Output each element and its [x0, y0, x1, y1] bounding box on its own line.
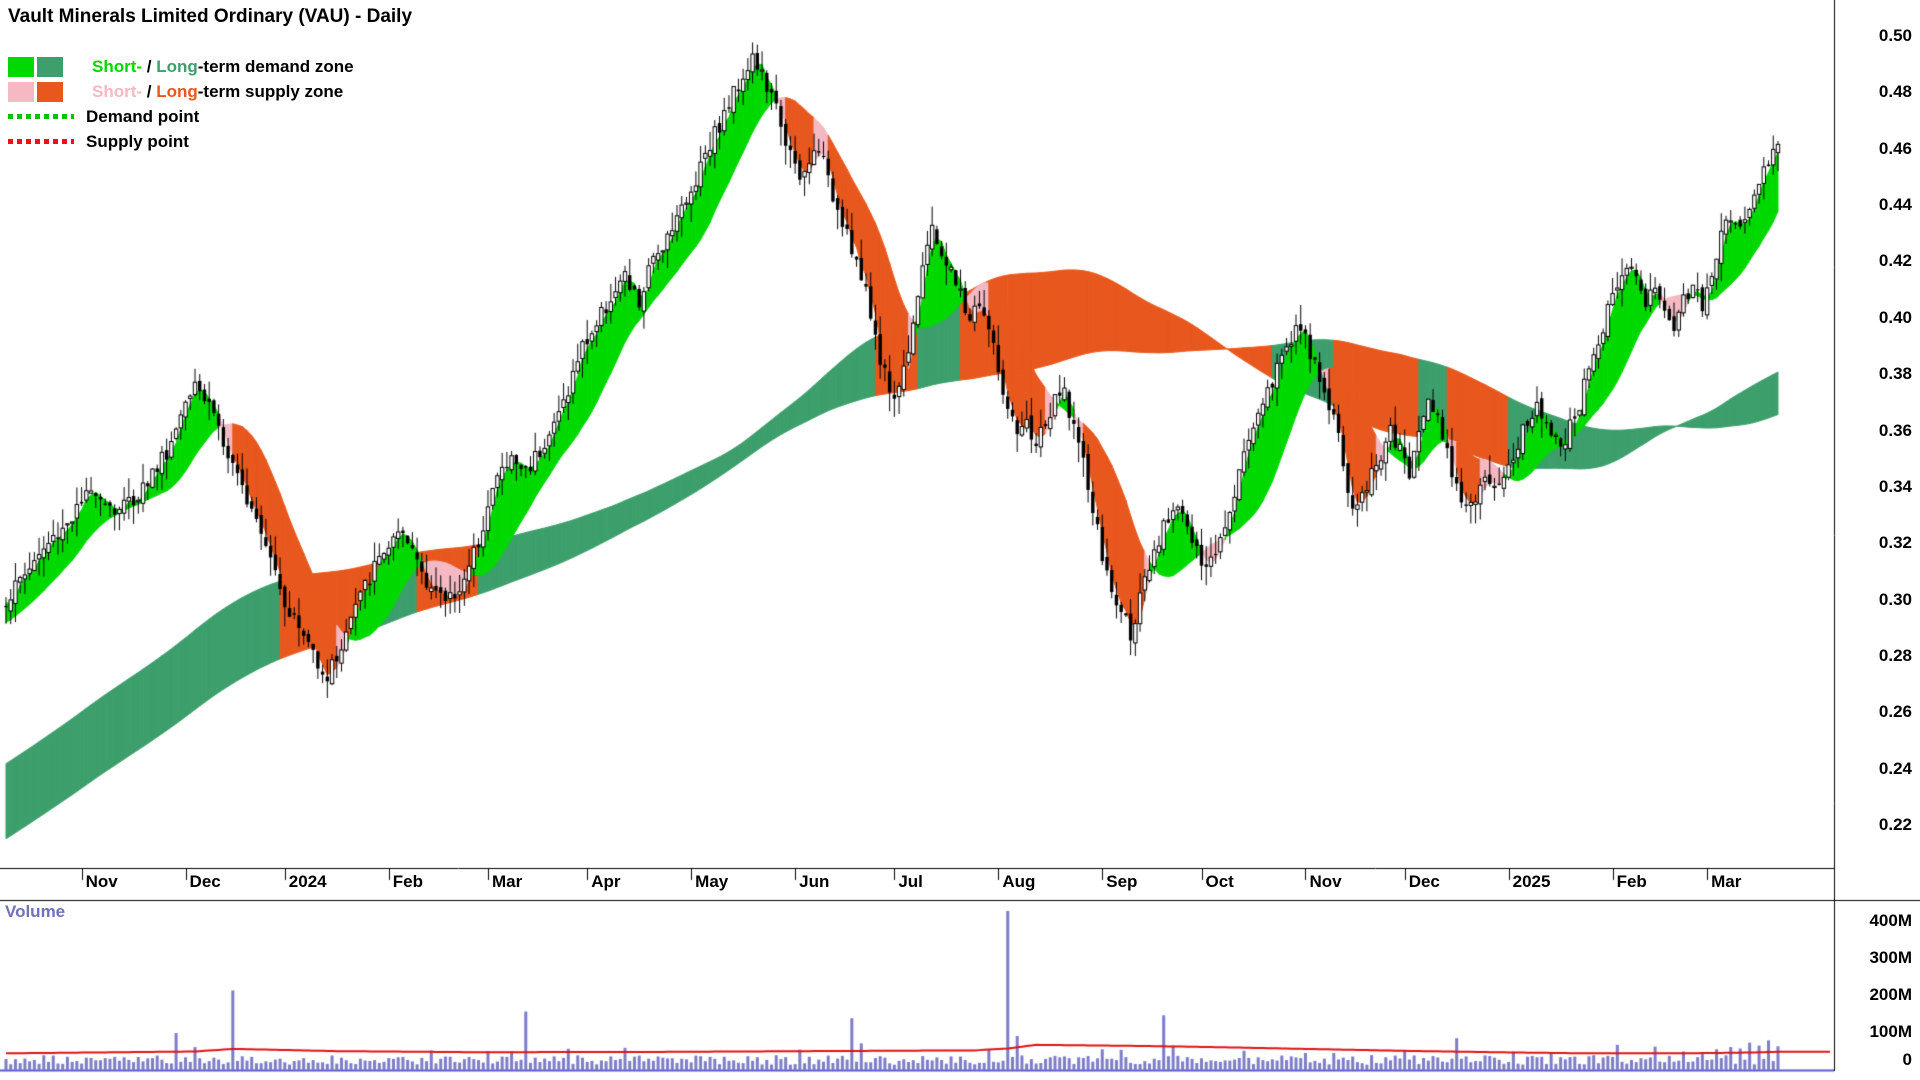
supply-zone-swatches	[8, 81, 80, 102]
demand-zone-swatches	[8, 56, 80, 77]
long-supply-swatch	[37, 81, 63, 102]
chart-legend: Short- / Long-term demand zone Short- / …	[8, 54, 354, 154]
short-supply-swatch	[8, 81, 34, 102]
legend-demand-zone-label: Short- / Long-term demand zone	[92, 57, 354, 77]
legend-supply-sep-text: /	[142, 81, 157, 101]
short-demand-swatch	[8, 56, 34, 77]
legend-demand-long-text: Long	[156, 56, 198, 76]
volume-pane-label: Volume	[5, 902, 66, 921]
legend-supply-point-label: Supply point	[86, 131, 189, 151]
supply-point-swatch	[8, 139, 74, 144]
demand-point-swatch	[8, 114, 74, 119]
legend-demand-sep-text: /	[142, 56, 157, 76]
legend-supply-zone-label: Short- / Long-term supply zone	[92, 82, 343, 102]
legend-supply-short-text: Short-	[92, 81, 143, 101]
legend-supply-point-row: Supply point	[8, 129, 354, 154]
legend-demand-short-text: Short-	[92, 56, 143, 76]
legend-demand-point-label: Demand point	[86, 106, 200, 126]
legend-supply-rest-text: -term supply zone	[197, 81, 344, 101]
legend-demand-zone-row: Short- / Long-term demand zone	[8, 54, 354, 79]
legend-demand-point-row: Demand point	[8, 104, 354, 129]
legend-supply-long-text: Long	[156, 81, 198, 101]
legend-demand-rest-text: -term demand zone	[197, 56, 354, 76]
chart-title: Vault Minerals Limited Ordinary (VAU) - …	[8, 6, 413, 27]
legend-supply-zone-row: Short- / Long-term supply zone	[8, 79, 354, 104]
long-demand-swatch	[37, 56, 63, 77]
